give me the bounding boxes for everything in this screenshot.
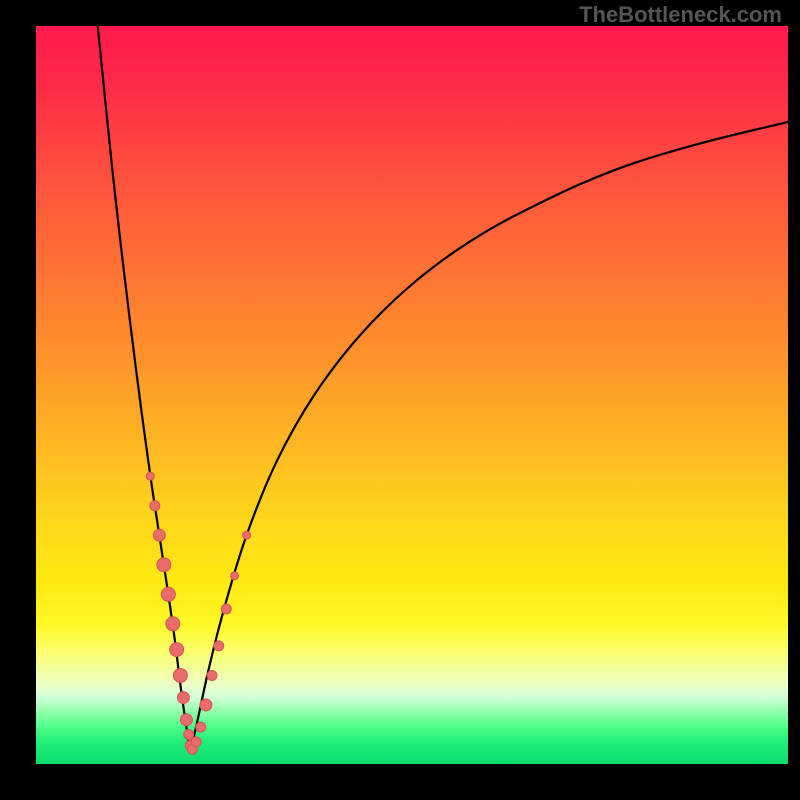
watermark-text: TheBottleneck.com — [579, 2, 782, 28]
plot-area — [36, 26, 788, 764]
chart-container: TheBottleneck.com — [0, 0, 800, 800]
gradient-background — [36, 26, 788, 764]
